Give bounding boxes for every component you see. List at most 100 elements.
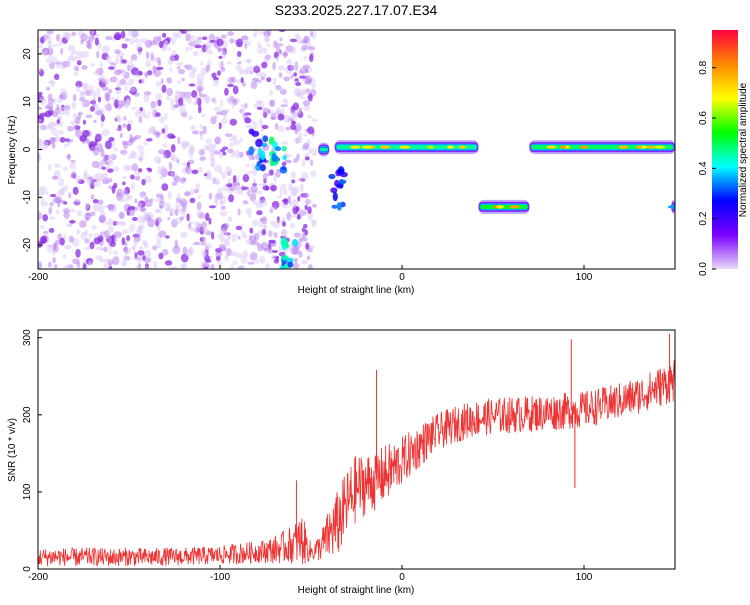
spectral-noise-blob (143, 242, 149, 249)
spectral-noise-blob (38, 153, 41, 162)
spectral-cluster-blob (255, 138, 263, 148)
spectral-noise-blob (199, 124, 204, 130)
spectral-noise-blob (68, 192, 72, 199)
spectral-noise-blob (242, 250, 249, 258)
spectral-noise-blob (249, 251, 258, 261)
spectral-noise-blob (132, 239, 138, 247)
spectral-noise-blob (239, 137, 243, 143)
spectral-noise-blob (205, 242, 213, 249)
spectral-noise-blob (245, 66, 249, 75)
spectral-noise-blob (104, 140, 113, 150)
spectral-noise-blob (72, 258, 80, 265)
spectral-noise-blob (209, 149, 216, 156)
spectral-noise-blob (54, 196, 63, 203)
spectral-noise-blob (104, 104, 108, 111)
spectral-noise-blob (306, 199, 313, 204)
spectral-noise-blob (167, 190, 173, 200)
spectral-noise-blob (155, 112, 161, 117)
spectral-noise-blob (84, 238, 90, 244)
spectral-noise-blob (130, 53, 138, 61)
spectral-noise-blob (136, 145, 145, 151)
spectral-noise-blob (230, 264, 235, 269)
spectral-noise-blob (224, 133, 233, 138)
spectral-noise-blob (170, 36, 176, 46)
spectral-noise-blob (173, 104, 181, 108)
spectral-noise-blob (194, 44, 203, 49)
spectral-noise-blob (121, 175, 128, 180)
spectral-noise-blob (280, 183, 287, 190)
spectral-noise-blob (48, 227, 55, 233)
spectral-noise-blob (228, 194, 235, 203)
spectral-noise-blob (59, 187, 66, 197)
spectral-noise-blob (121, 69, 127, 76)
spectral-noise-blob (196, 201, 202, 211)
spectral-noise-blob (80, 33, 88, 42)
snr-plot-area (38, 330, 675, 569)
spectral-noise-blob (104, 92, 110, 101)
spectral-noise-blob (211, 231, 215, 240)
spectral-noise-blob (196, 73, 205, 83)
spectral-noise-blob (139, 150, 145, 156)
spectral-noise-blob (297, 195, 301, 202)
spectral-noise-blob (311, 147, 318, 157)
spectral-noise-blob (276, 195, 283, 199)
spectral-noise-blob (137, 250, 145, 256)
spectral-noise-blob (155, 132, 161, 139)
spectral-noise-blob (263, 247, 268, 252)
spectral-band-peak (546, 145, 557, 149)
spectral-noise-blob (121, 237, 126, 246)
spectral-noise-blob (240, 255, 248, 264)
spectral-noise-blob (48, 62, 55, 70)
spectral-noise-blob (189, 70, 196, 79)
spectral-noise-blob (158, 116, 165, 124)
spectral-noise-blob (76, 228, 81, 235)
spectral-noise-blob (107, 204, 115, 210)
spectral-noise-blob (135, 266, 141, 269)
spectral-noise-blob (47, 261, 52, 268)
snr-y-tick-label: 100 (22, 483, 33, 500)
spectral-noise-blob (109, 76, 118, 83)
spectral-noise-blob (295, 82, 302, 87)
spectral-noise-blob (143, 141, 149, 146)
spectral-noise-blob (304, 204, 308, 211)
spectral-noise-blob (153, 260, 158, 269)
spectral-noise-blob (198, 149, 206, 156)
spectral-noise-blob (289, 214, 297, 218)
spectral-noise-blob (214, 198, 219, 208)
spectral-noise-blob (145, 51, 150, 60)
spectral-noise-blob (124, 241, 128, 247)
spectral-noise-blob (227, 31, 235, 37)
spectral-noise-blob (129, 58, 133, 66)
spectral-noise-blob (46, 102, 54, 110)
spectral-noise-blob (150, 52, 154, 61)
spectral-noise-blob (299, 208, 305, 215)
spectral-cluster-blob (291, 239, 299, 247)
spectral-noise-blob (65, 108, 70, 117)
snr-frame (37, 329, 676, 570)
spectral-band-peak (458, 145, 466, 149)
spectral-noise-blob (296, 213, 301, 220)
spectral-noise-blob (302, 100, 311, 107)
spectral-noise-blob (140, 206, 146, 213)
spectral-noise-blob (70, 56, 79, 62)
spectral-noise-blob (215, 252, 223, 257)
spectral-noise-blob (205, 212, 210, 222)
spectral-noise-blob (145, 213, 150, 219)
spectral-noise-blob (170, 98, 174, 106)
spectral-noise-blob (269, 206, 275, 211)
spectral-noise-blob (176, 91, 183, 96)
spectral-noise-blob (241, 231, 246, 238)
spectral-noise-blob (120, 149, 128, 155)
spectral-noise-blob (295, 36, 303, 45)
spectral-noise-blob (270, 184, 277, 192)
spectral-noise-blob (119, 197, 126, 203)
spectral-noise-blob (167, 47, 172, 52)
colorbar-gradient (712, 30, 738, 269)
spectral-noise-blob (234, 149, 241, 159)
spectral-noise-blob (122, 181, 126, 186)
spectral-noise-blob (63, 264, 69, 269)
spectral-noise-blob (48, 206, 53, 215)
spectral-noise-blob (40, 196, 44, 203)
spectral-noise-blob (283, 198, 289, 205)
